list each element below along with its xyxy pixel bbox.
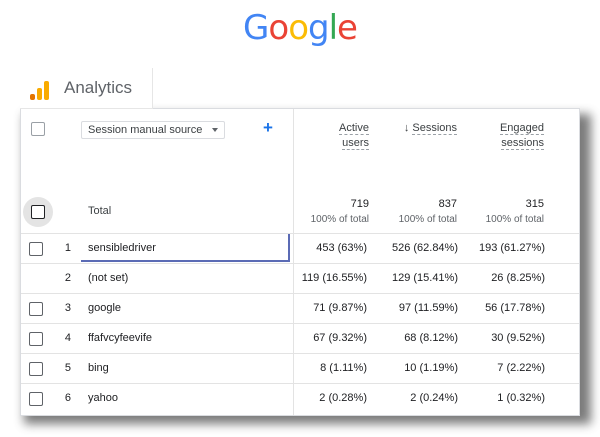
logo-letter: o [268, 8, 289, 48]
row-sessions: 10 (1.19%) [404, 362, 458, 374]
row-engaged-sessions: 193 (61.27%) [478, 242, 545, 254]
row-index: 2 [64, 272, 71, 284]
row-sessions: 2 (0.24%) [410, 392, 458, 404]
row-active-users: 119 (16.55%) [301, 272, 367, 284]
report-table: Session manual source + Active users ↓ Se… [20, 108, 580, 416]
google-logo: Google [0, 8, 600, 48]
plus-icon[interactable]: + [263, 118, 273, 137]
column-divider [293, 109, 294, 415]
logo-letter: e [337, 8, 358, 48]
row-sessions: 68 (8.12%) [404, 332, 458, 344]
row-source: (not set) [88, 272, 129, 284]
logo-letter: G [243, 8, 269, 48]
header-label: Engaged [499, 122, 544, 135]
arrow-down-icon: ↓ [403, 122, 410, 134]
logo-letter: g [308, 8, 330, 48]
table-row[interactable]: 2 (not set) 119 (16.55%) 129 (15.41%) 26… [21, 263, 579, 294]
row-source: google [88, 302, 122, 314]
column-header-active-users[interactable]: Active users [321, 121, 369, 151]
table-row[interactable]: 6 yahoo 2 (0.28%) 2 (0.24%) 1 (0.32%) [21, 383, 579, 414]
row-checkbox[interactable] [29, 242, 43, 256]
row-engaged-sessions: 7 (2.22%) [497, 362, 545, 374]
app-title: Analytics [64, 78, 133, 97]
row-active-users: 71 (9.87%) [313, 302, 367, 314]
table-row[interactable]: 5 bing 8 (1.11%) 10 (1.19%) 7 (2.22%) [21, 353, 579, 384]
row-checkbox[interactable] [29, 302, 43, 316]
totals-active-users-pct: 100% of total [310, 214, 369, 225]
dimension-selector[interactable]: Session manual source [81, 121, 225, 139]
totals-active-users: 719 [350, 198, 369, 210]
row-index: 1 [64, 242, 71, 254]
analytics-bar-icon [30, 80, 52, 100]
row-checkbox[interactable] [29, 392, 43, 406]
column-header-sessions[interactable]: ↓ Sessions [387, 121, 457, 136]
row-sessions: 97 (11.59%) [398, 302, 458, 314]
row-index: 5 [64, 362, 71, 374]
row-source: ffafvcyfeevife [88, 332, 152, 344]
row-engaged-sessions: 56 (17.78%) [485, 302, 545, 314]
analytics-header: Analytics [20, 68, 153, 109]
row-checkbox[interactable] [29, 332, 43, 346]
row-sessions: 129 (15.41%) [391, 272, 458, 284]
caret-down-icon [212, 128, 218, 132]
row-index: 3 [64, 302, 71, 314]
header-label: users [342, 137, 369, 150]
header-label: Active [339, 122, 369, 135]
logo-letter: o [288, 8, 309, 48]
row-index: 4 [64, 332, 71, 344]
row-sessions: 526 (62.84%) [391, 242, 458, 254]
totals-label: Total [88, 205, 112, 217]
row-engaged-sessions: 30 (9.52%) [491, 332, 545, 344]
header-label: sessions [501, 137, 544, 150]
totals-engaged-sessions-pct: 100% of total [485, 214, 544, 225]
row-source: yahoo [88, 392, 118, 404]
row-engaged-sessions: 26 (8.25%) [491, 272, 545, 284]
row-checkbox[interactable] [29, 362, 43, 376]
row-index: 6 [64, 392, 71, 404]
totals-sessions-pct: 100% of total [398, 214, 457, 225]
totals-engaged-sessions: 315 [525, 198, 544, 210]
header-checkbox[interactable] [31, 122, 45, 136]
table-row[interactable]: 1 sensibledriver 453 (63%) 526 (62.84%) … [21, 233, 579, 264]
table-row[interactable]: 3 google 71 (9.87%) 97 (11.59%) 56 (17.7… [21, 293, 579, 324]
totals-checkbox[interactable] [31, 205, 45, 219]
row-source: bing [88, 362, 109, 374]
logo-letter: l [328, 8, 339, 48]
header-label: Sessions [412, 122, 457, 135]
row-active-users: 453 (63%) [316, 242, 367, 254]
row-active-users: 67 (9.32%) [313, 332, 367, 344]
totals-sessions: 837 [438, 198, 457, 210]
row-active-users: 8 (1.11%) [320, 362, 367, 374]
row-active-users: 2 (0.28%) [319, 392, 367, 404]
row-engaged-sessions: 1 (0.32%) [497, 392, 545, 404]
selected-cell-outline [81, 234, 290, 262]
row-source: sensibledriver [88, 242, 156, 254]
dimension-selector-label: Session manual source [88, 124, 203, 136]
column-header-engaged-sessions[interactable]: Engaged sessions [486, 121, 544, 151]
table-row[interactable]: 4 ffafvcyfeevife 67 (9.32%) 68 (8.12%) 3… [21, 323, 579, 354]
